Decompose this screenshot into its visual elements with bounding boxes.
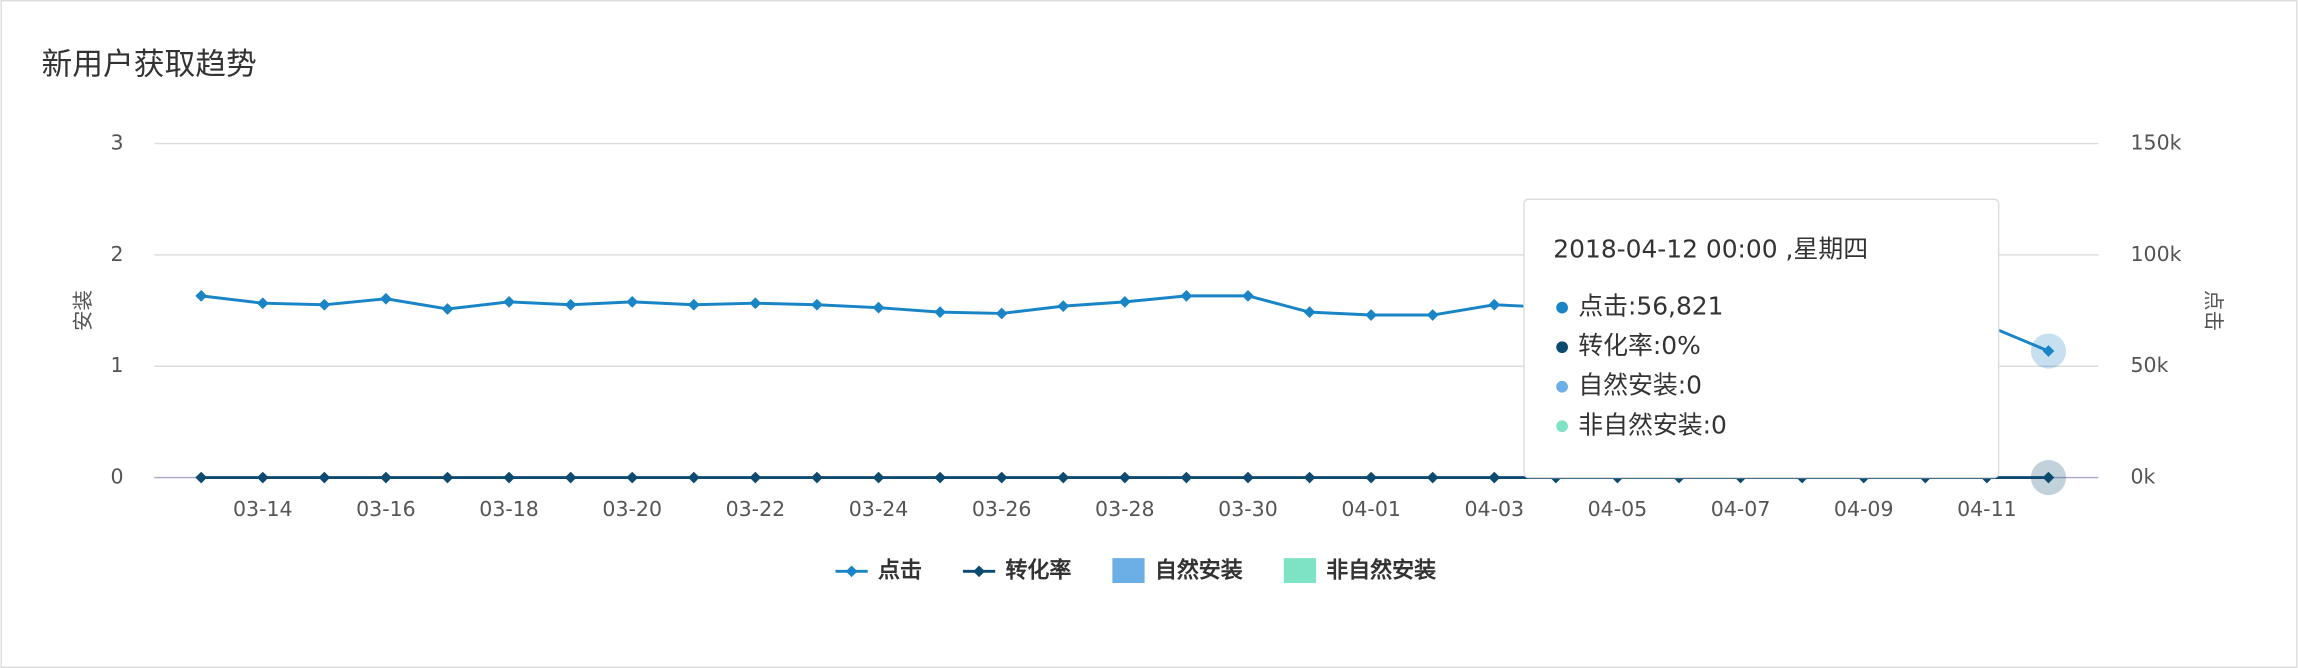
point bbox=[2042, 471, 2055, 484]
x-tick-label: 03-28 bbox=[1095, 497, 1155, 521]
point bbox=[1426, 309, 1439, 321]
legend-item: 自然安装 bbox=[1112, 557, 1243, 584]
point bbox=[872, 471, 885, 484]
x-tick-label: 03-14 bbox=[233, 497, 293, 521]
tooltip-dot bbox=[1556, 301, 1568, 314]
point bbox=[687, 471, 700, 484]
legend-item: 转化率 bbox=[962, 557, 1071, 583]
tooltip-item: 点击:56,821 bbox=[1578, 292, 1723, 321]
tooltip-dot bbox=[1556, 420, 1568, 433]
y2-tick-label: 100k bbox=[2130, 242, 2181, 266]
tooltip-item: 自然安装:0 bbox=[1578, 371, 1702, 400]
point bbox=[749, 297, 762, 310]
x-tick-label: 04-07 bbox=[1711, 497, 1771, 521]
point bbox=[811, 471, 823, 484]
point bbox=[1057, 471, 1070, 484]
x-tick-label: 03-22 bbox=[726, 497, 786, 521]
legend-label: 非自然安装 bbox=[1326, 557, 1436, 583]
legend-label: 转化率 bbox=[1005, 557, 1071, 583]
y2-tick-label: 0k bbox=[2130, 465, 2155, 489]
point bbox=[195, 471, 208, 484]
y2-axis-label: 点击 bbox=[2202, 290, 2226, 331]
x-tick-label: 03-24 bbox=[849, 497, 909, 521]
point bbox=[934, 306, 946, 318]
x-tick-label: 03-30 bbox=[1218, 497, 1278, 521]
point bbox=[256, 471, 269, 484]
point bbox=[318, 471, 331, 484]
y-tick-label: 2 bbox=[111, 242, 124, 266]
tooltip-box bbox=[1523, 198, 2000, 479]
point bbox=[934, 471, 946, 484]
point bbox=[749, 471, 762, 484]
tooltip-item: 转化率:0% bbox=[1578, 331, 1701, 360]
chart-title: 新用户获取趋势 bbox=[42, 46, 257, 82]
x-tick-label: 03-18 bbox=[479, 497, 539, 521]
x-tick-label: 03-16 bbox=[356, 497, 416, 521]
x-tick-label: 03-20 bbox=[602, 497, 662, 521]
point bbox=[256, 297, 269, 310]
tooltip-dot bbox=[1556, 380, 1568, 393]
x-tick-label: 04-09 bbox=[1834, 497, 1894, 521]
legend-marker bbox=[973, 565, 985, 578]
y2-tick-label: 150k bbox=[2130, 131, 2181, 155]
legend-label: 点击 bbox=[878, 557, 922, 583]
legend-item: 点击 bbox=[835, 557, 922, 583]
x-tick-label: 03-26 bbox=[972, 497, 1032, 521]
point bbox=[995, 307, 1008, 320]
point bbox=[1303, 306, 1316, 318]
tooltip-dot bbox=[1556, 341, 1568, 354]
point bbox=[811, 298, 823, 311]
point bbox=[1057, 300, 1070, 312]
point bbox=[687, 298, 700, 311]
legend-swatch bbox=[1283, 558, 1317, 584]
x-tick-label: 04-05 bbox=[1588, 497, 1648, 521]
point bbox=[995, 471, 1008, 484]
point bbox=[872, 301, 885, 314]
point bbox=[564, 298, 577, 311]
x-tick-label: 04-01 bbox=[1341, 497, 1401, 521]
legend-swatch bbox=[1112, 558, 1145, 584]
point bbox=[195, 290, 208, 302]
legend-marker bbox=[845, 565, 858, 578]
y2-tick-label: 50k bbox=[2130, 353, 2168, 377]
point bbox=[2042, 345, 2055, 357]
point bbox=[564, 471, 577, 484]
x-tick-label: 04-03 bbox=[1464, 497, 1524, 521]
y-tick-label: 3 bbox=[111, 131, 124, 155]
legend-item: 非自然安装 bbox=[1283, 557, 1436, 584]
tooltip-title: 2018-04-12 00:00 ,星期四 bbox=[1553, 234, 1868, 263]
x-tick-label: 04-11 bbox=[1957, 497, 2017, 521]
y-tick-label: 0 bbox=[111, 465, 124, 489]
y-tick-label: 1 bbox=[111, 353, 124, 377]
legend-label: 自然安装 bbox=[1155, 557, 1243, 583]
point bbox=[1303, 471, 1316, 484]
point bbox=[1426, 471, 1439, 484]
point bbox=[318, 298, 331, 311]
tooltip-item: 非自然安装:0 bbox=[1578, 410, 1727, 439]
point bbox=[1180, 290, 1193, 302]
point bbox=[626, 471, 639, 484]
y-axis-label: 安装 bbox=[71, 290, 95, 331]
point bbox=[1180, 471, 1193, 484]
